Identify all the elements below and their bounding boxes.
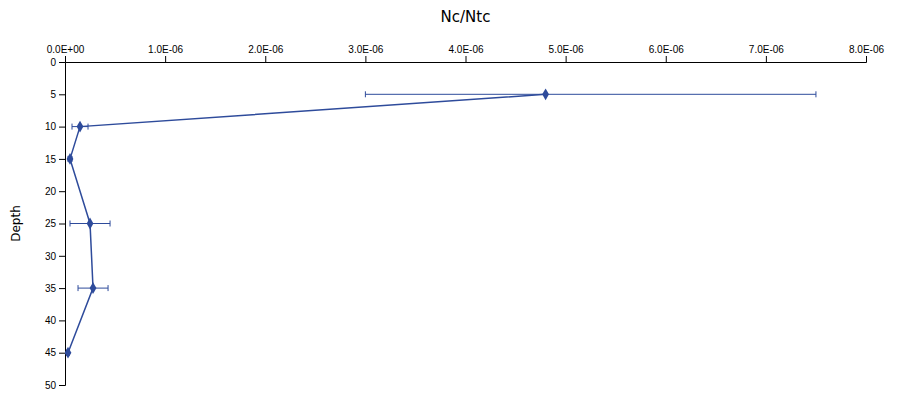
x-tick: 4.0E-06 bbox=[448, 44, 483, 62]
x-tick-mark bbox=[365, 56, 366, 62]
point bbox=[77, 121, 84, 133]
x-tick: 5.0E-06 bbox=[549, 44, 584, 62]
x-tick-mark bbox=[265, 56, 266, 62]
x-tick-mark bbox=[766, 56, 767, 62]
y-tick: 5 bbox=[50, 89, 65, 100]
x-tick: 3.0E-06 bbox=[348, 44, 383, 62]
x-tick-label: 2.0E-06 bbox=[248, 44, 283, 55]
y-axis: 0 5 10 15 20 25 30 35 40 45 50 bbox=[45, 57, 66, 391]
x-tick: 1.0E-06 bbox=[148, 44, 183, 62]
x-tick: 6.0E-06 bbox=[649, 44, 684, 62]
y-tick-label: 50 bbox=[45, 380, 57, 391]
y-tick: 20 bbox=[45, 186, 65, 197]
y-tick: 35 bbox=[45, 283, 65, 294]
x-tick-label: 5.0E-06 bbox=[549, 44, 584, 55]
title: Nc/Ntc bbox=[441, 8, 491, 26]
y-tick: 45 bbox=[45, 347, 65, 358]
y-tick: 25 bbox=[45, 218, 65, 229]
y-axis-line bbox=[59, 63, 66, 386]
x-tick-mark bbox=[566, 56, 567, 62]
x-tick-mark bbox=[65, 56, 66, 62]
y-tick-label: 35 bbox=[45, 283, 57, 294]
x-tick-label: 6.0E-06 bbox=[649, 44, 684, 55]
x-tick-mark bbox=[666, 56, 667, 62]
y-tick-mark bbox=[59, 159, 65, 160]
x-tick: 8.0E-06 bbox=[849, 44, 884, 62]
x-tick-mark bbox=[466, 56, 467, 62]
point bbox=[65, 347, 71, 359]
x-tick-mark bbox=[866, 56, 867, 62]
y-tick-label: 40 bbox=[45, 315, 57, 326]
error-bar bbox=[365, 91, 816, 97]
point bbox=[90, 282, 97, 294]
y-tick-label: 25 bbox=[45, 218, 57, 229]
chart: 0.0E+00 1.0E-06 2.0E-06 3.0E-06 4.0E-06 5.0E-… bbox=[0, 0, 911, 405]
y-tick: 40 bbox=[45, 315, 65, 326]
y-tick-label: 10 bbox=[45, 121, 57, 132]
y-tick-label: 15 bbox=[45, 154, 57, 165]
y-tick: 50 bbox=[45, 380, 65, 391]
y-tick-mark bbox=[59, 224, 65, 225]
y-tick-mark bbox=[59, 62, 65, 63]
y-tick-label: 5 bbox=[50, 89, 56, 100]
x-tick-label: 4.0E-06 bbox=[448, 44, 483, 55]
x-tick-mark bbox=[165, 56, 166, 62]
y-axis-title: Depth bbox=[9, 205, 23, 242]
y-tick-label: 30 bbox=[45, 251, 57, 262]
y-tick-mark bbox=[59, 385, 65, 386]
x-tick: 2.0E-06 bbox=[248, 44, 283, 62]
y-tick-label: 20 bbox=[45, 186, 57, 197]
point bbox=[67, 153, 74, 165]
y-tick-label: 0 bbox=[50, 57, 56, 68]
y-tick-label: 45 bbox=[45, 347, 57, 358]
point bbox=[542, 88, 549, 100]
y-tick: 15 bbox=[45, 154, 65, 165]
x-tick-label: 0.0E+00 bbox=[47, 44, 85, 55]
y-tick-mark bbox=[59, 127, 65, 128]
plot: 0.0E+00 1.0E-06 2.0E-06 3.0E-06 4.0E-06 5.0E-… bbox=[45, 44, 885, 391]
x-tick: 7.0E-06 bbox=[749, 44, 784, 62]
x-tick-label: 8.0E-06 bbox=[849, 44, 884, 55]
y-tick-mark bbox=[59, 320, 65, 321]
y-tick-mark bbox=[59, 288, 65, 289]
x-tick-label: 1.0E-06 bbox=[148, 44, 183, 55]
x-axis-line bbox=[66, 56, 867, 63]
x-tick-label: 7.0E-06 bbox=[749, 44, 784, 55]
y-tick: 30 bbox=[45, 251, 65, 262]
y-tick: 0 bbox=[50, 57, 65, 68]
line bbox=[68, 94, 546, 352]
y-tick-mark bbox=[59, 256, 65, 257]
x-axis: 0.0E+00 1.0E-06 2.0E-06 3.0E-06 4.0E-06 5.0E-… bbox=[47, 44, 885, 63]
y-tick-mark bbox=[59, 191, 65, 192]
point bbox=[87, 218, 94, 230]
marks bbox=[65, 88, 816, 358]
y-tick-mark bbox=[59, 353, 65, 354]
y-tick: 10 bbox=[45, 121, 65, 132]
y-tick-mark bbox=[59, 94, 65, 95]
x-tick-label: 3.0E-06 bbox=[348, 44, 383, 55]
